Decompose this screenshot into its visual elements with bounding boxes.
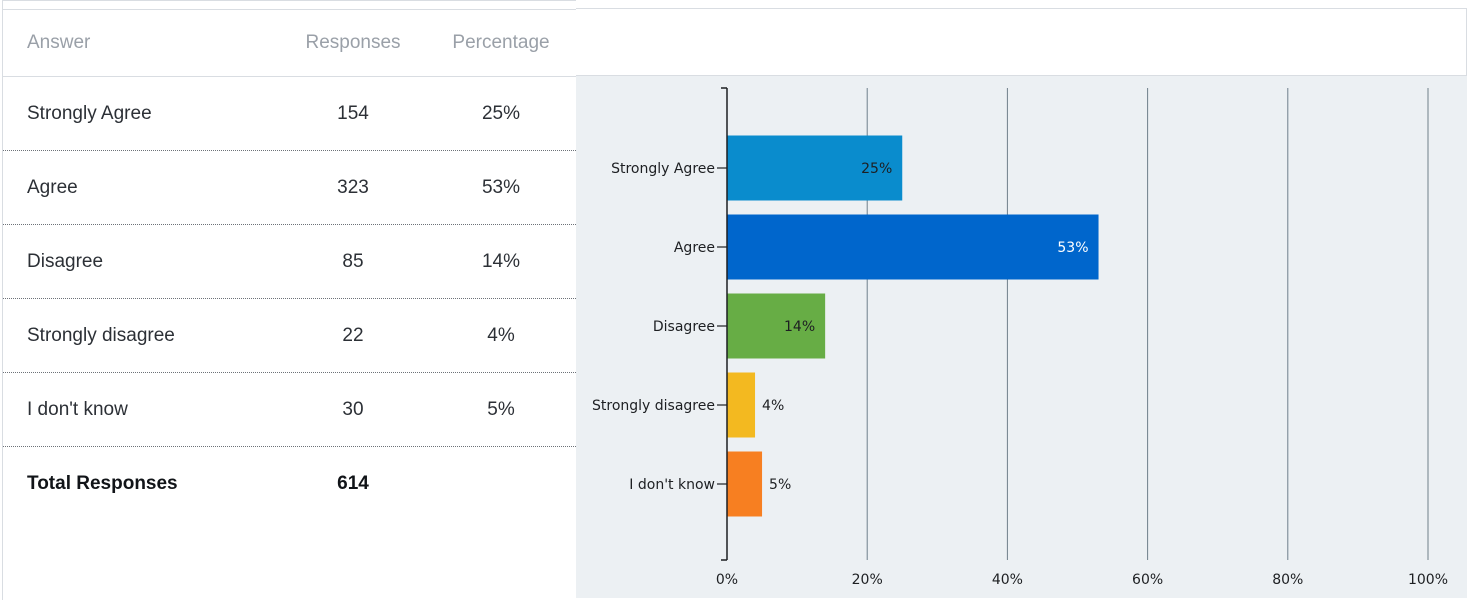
answer-cell: Agree [27, 177, 78, 198]
percentage-cell: 25% [481, 103, 521, 124]
percentage-cell: 4% [487, 325, 515, 346]
x-tick-label: 40% [992, 572, 1023, 588]
bar [727, 214, 1099, 280]
bar [727, 372, 756, 438]
x-tick-label: 100% [1408, 572, 1448, 588]
responses-cell: 154 [337, 103, 369, 124]
x-tick-label: 20% [852, 572, 883, 588]
header-responses: Responses [305, 32, 401, 53]
category-label: Strongly Agree [611, 161, 715, 177]
category-label: I don't know [629, 477, 715, 493]
total-value: 614 [337, 473, 369, 494]
total-row: Total Responses 614 [3, 447, 576, 521]
data-label: 25% [861, 161, 892, 177]
bar [727, 135, 903, 201]
table-row: Agree 323 53% [3, 151, 576, 225]
category-label: Disagree [653, 319, 715, 335]
results-table: Answer Responses Percentage Strongly Agr… [2, 0, 576, 600]
answer-cell: Strongly disagree [27, 325, 175, 346]
percentage-cell: 53% [481, 177, 521, 198]
chart-header-strip [576, 8, 1467, 76]
percentage-cell: 5% [487, 399, 515, 420]
table-row: I don't know 30 5% [3, 373, 576, 447]
data-label: 4% [762, 398, 784, 414]
table-row: Strongly disagree 22 4% [3, 299, 576, 373]
total-label: Total Responses [27, 473, 178, 494]
bar-chart: Strongly Agree Agree Disagree Strongly disa… [576, 76, 1467, 598]
answer-cell: Disagree [27, 251, 104, 272]
answer-cell: I don't know [27, 399, 128, 420]
data-label: 5% [769, 477, 791, 493]
category-label: Agree [674, 240, 715, 256]
x-tick-label: 80% [1272, 572, 1303, 588]
header-percentage: Percentage [452, 32, 550, 53]
bar [727, 293, 826, 359]
x-tick-label: 0% [716, 572, 738, 588]
percentage-cell: 14% [481, 251, 521, 272]
answer-cell: Strongly Agree [27, 103, 152, 124]
category-label: Strongly disagree [592, 398, 715, 414]
data-label: 53% [1057, 240, 1088, 256]
responses-cell: 323 [337, 177, 369, 198]
bar [727, 451, 763, 517]
table-header-row: Answer Responses Percentage [3, 9, 576, 77]
responses-cell: 85 [342, 251, 364, 272]
bar-chart-svg: Strongly Agree Agree Disagree Strongly disa… [592, 87, 1448, 588]
table-row: Disagree 85 14% [3, 225, 576, 299]
table-row: Strongly Agree 154 25% [3, 77, 576, 151]
x-tick-label: 60% [1132, 572, 1163, 588]
header-answer: Answer [27, 32, 91, 53]
responses-cell: 22 [342, 325, 364, 346]
data-label: 14% [784, 319, 815, 335]
responses-cell: 30 [342, 399, 364, 420]
